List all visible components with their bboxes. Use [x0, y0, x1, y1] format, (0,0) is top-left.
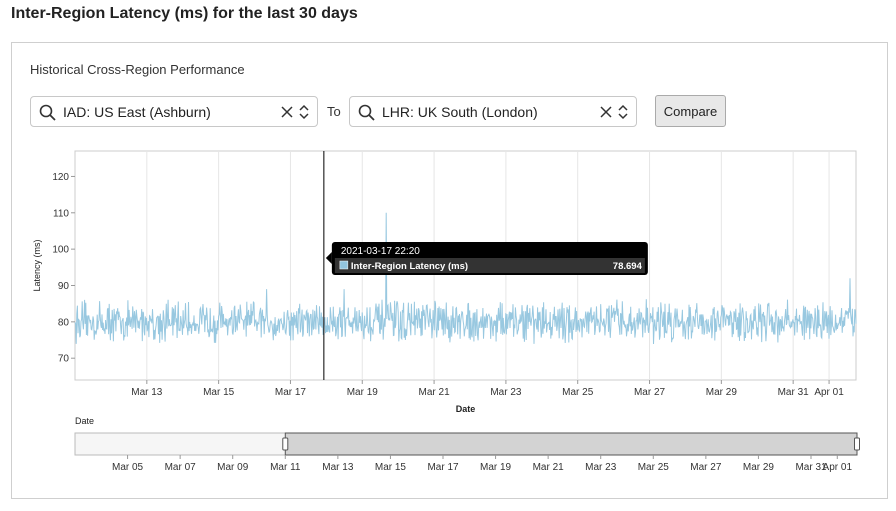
x-tick-label: Mar 13 — [131, 387, 163, 398]
tooltip-pointer — [325, 252, 332, 264]
y-tick-label: 100 — [52, 245, 69, 256]
tooltip-value: 78.694 — [613, 261, 643, 272]
y-tick-label: 90 — [58, 281, 70, 292]
navigator-tick-label: Mar 23 — [585, 462, 617, 473]
tooltip-series-name: Inter-Region Latency (ms) — [351, 261, 468, 272]
navigator-tick-label: Mar 21 — [533, 462, 565, 473]
navigator-label: Date — [75, 416, 94, 426]
navigator-tick-label: Mar 15 — [375, 462, 407, 473]
x-tick-label: Mar 27 — [634, 387, 666, 398]
navigator-tick-label: Mar 09 — [217, 462, 249, 473]
y-axis-label: Latency (ms) — [32, 239, 42, 291]
x-tick-label: Mar 15 — [203, 387, 235, 398]
navigator-tick-label: Apr 01 — [823, 462, 853, 473]
tooltip-row — [334, 258, 645, 273]
navigator-tick-label: Mar 07 — [165, 462, 197, 473]
series-line-latency[interactable] — [74, 212, 857, 345]
navigator-tick-label: Mar 17 — [427, 462, 459, 473]
search-icon — [358, 104, 375, 126]
chart-tooltip: 2021-03-17 22:20 Inter-Region Latency (ms… — [325, 242, 648, 275]
navigator-handle-right[interactable] — [854, 437, 860, 451]
navigator-tick-label: Mar 31 — [795, 462, 827, 473]
y-tick-label: 80 — [58, 317, 70, 328]
up-down-chevron-icon[interactable] — [299, 104, 309, 125]
navigator-tick-label: Mar 29 — [743, 462, 775, 473]
to-region-select[interactable]: LHR: UK South (London) — [349, 96, 637, 127]
navigator-selection[interactable] — [284, 432, 858, 456]
tooltip-date: 2021-03-17 22:20 — [341, 246, 420, 257]
x-tick-label: Mar 19 — [347, 387, 379, 398]
navigator-handle-left[interactable] — [282, 437, 289, 451]
search-icon — [39, 104, 56, 126]
close-icon[interactable] — [600, 105, 612, 123]
x-tick-label: Mar 31 — [778, 387, 810, 398]
page-title: Inter-Region Latency (ms) for the last 3… — [11, 5, 358, 22]
x-tick-label: Mar 25 — [562, 387, 594, 398]
navigator-tick-label: Mar 25 — [638, 462, 670, 473]
navigator-tick-label: Mar 05 — [112, 462, 144, 473]
x-axis-label: Date — [456, 404, 476, 414]
compare-button[interactable]: Compare — [655, 95, 726, 127]
from-region-select[interactable]: IAD: US East (Ashburn) — [30, 96, 318, 127]
close-icon[interactable] — [281, 105, 293, 123]
navigator-tick-label: Mar 19 — [480, 462, 512, 473]
y-tick-label: 120 — [52, 172, 69, 183]
navigator-tick-label: Mar 13 — [322, 462, 354, 473]
x-tick-label: Mar 21 — [419, 387, 451, 398]
from-region-value: IAD: US East (Ashburn) — [63, 104, 211, 120]
up-down-chevron-icon[interactable] — [618, 104, 628, 125]
panel-subtitle: Historical Cross-Region Performance — [30, 62, 245, 77]
x-tick-label: Mar 17 — [275, 387, 307, 398]
x-tick-label: Apr 01 — [814, 387, 844, 398]
y-tick-label: 110 — [53, 208, 69, 219]
y-tick-label: 70 — [58, 354, 70, 365]
navigator-tick-label: Mar 11 — [270, 462, 301, 473]
square-swatch-icon — [339, 260, 349, 270]
navigator-tick-label: Mar 27 — [690, 462, 722, 473]
to-label: To — [327, 104, 341, 119]
x-tick-label: Mar 23 — [490, 387, 522, 398]
x-tick-label: Mar 29 — [706, 387, 738, 398]
to-region-value: LHR: UK South (London) — [382, 104, 538, 120]
